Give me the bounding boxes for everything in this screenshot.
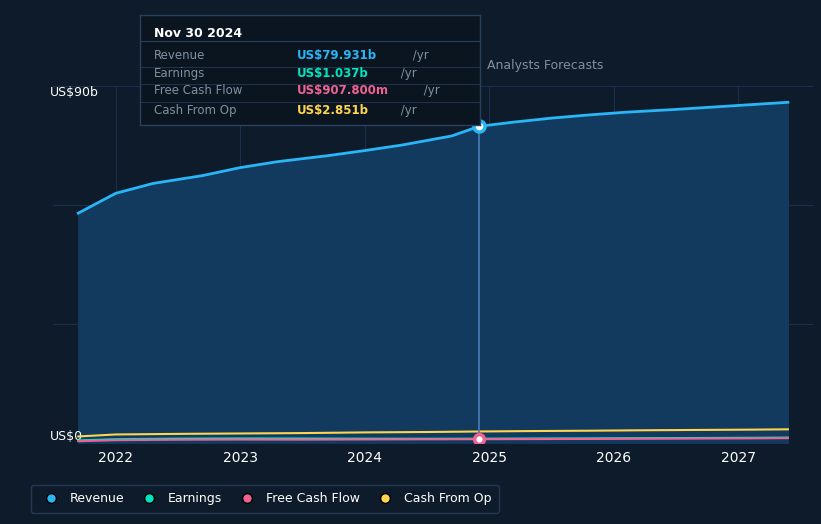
Text: /yr: /yr bbox=[409, 49, 429, 62]
Text: US$2.851b: US$2.851b bbox=[296, 104, 369, 117]
Text: Past: Past bbox=[446, 59, 471, 72]
Text: Earnings: Earnings bbox=[154, 67, 205, 80]
Text: /yr: /yr bbox=[397, 67, 417, 80]
Text: Cash From Op: Cash From Op bbox=[154, 104, 236, 117]
Text: Nov 30 2024: Nov 30 2024 bbox=[154, 27, 241, 40]
Text: Analysts Forecasts: Analysts Forecasts bbox=[487, 59, 603, 72]
Text: US$1.037b: US$1.037b bbox=[296, 67, 368, 80]
Text: US$907.800m: US$907.800m bbox=[296, 84, 388, 97]
Text: US$90b: US$90b bbox=[49, 86, 99, 100]
Text: US$79.931b: US$79.931b bbox=[296, 49, 377, 62]
Text: Revenue: Revenue bbox=[154, 49, 205, 62]
Text: /yr: /yr bbox=[397, 104, 417, 117]
Text: Free Cash Flow: Free Cash Flow bbox=[154, 84, 242, 97]
Text: /yr: /yr bbox=[420, 84, 439, 97]
Legend: Revenue, Earnings, Free Cash Flow, Cash From Op: Revenue, Earnings, Free Cash Flow, Cash … bbox=[31, 485, 498, 512]
Text: US$0: US$0 bbox=[49, 430, 83, 443]
